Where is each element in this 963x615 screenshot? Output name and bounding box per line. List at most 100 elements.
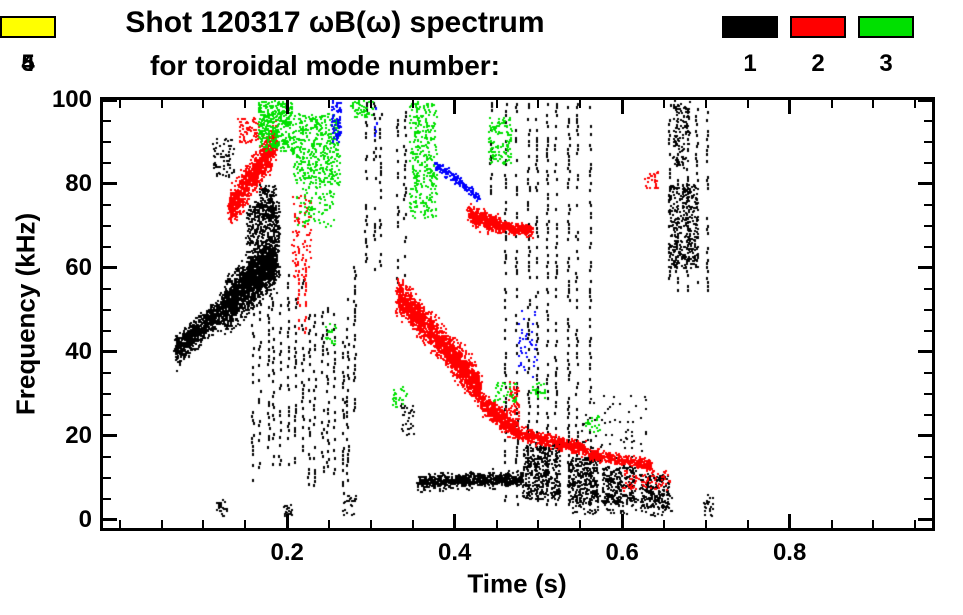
y-minor-tick [103, 455, 111, 458]
x-minor-tick [118, 520, 121, 528]
y-minor-tick [103, 245, 111, 248]
x-minor-tick [495, 520, 498, 528]
y-minor-tick [103, 119, 111, 122]
x-minor-tick [746, 520, 749, 528]
y-tick-label: 20 [65, 421, 92, 449]
y-minor-tick [103, 371, 111, 374]
chart-title-line1: Shot 120317 ωB(ω) spectrum [125, 6, 545, 39]
x-minor-tick [704, 520, 707, 528]
y-major-tick [918, 434, 932, 438]
y-minor-tick [103, 413, 111, 416]
x-minor-tick [411, 100, 414, 108]
y-minor-tick [924, 497, 932, 500]
x-minor-tick [663, 520, 666, 528]
x-tick-label: 0.4 [438, 539, 472, 566]
x-tick-label: 0.8 [772, 539, 807, 566]
y-minor-tick [924, 140, 932, 143]
legend-label-3: 3 [879, 50, 893, 77]
x-minor-tick [746, 100, 749, 108]
x-minor-tick [160, 520, 163, 528]
x-minor-tick [202, 520, 205, 528]
x-minor-tick [328, 100, 331, 108]
x-minor-tick [244, 520, 247, 528]
y-minor-tick [103, 329, 111, 332]
spectrogram-canvas [103, 100, 932, 528]
x-minor-tick [663, 100, 666, 108]
x-minor-tick [495, 100, 498, 108]
y-major-tick [918, 518, 932, 522]
x-minor-tick [537, 520, 540, 528]
x-tick-label: 0.2 [270, 539, 304, 566]
y-tick-label: 100 [51, 86, 92, 113]
y-major-tick [103, 350, 117, 354]
legend-label-4: 4 [21, 50, 35, 77]
legend-swatch-2 [790, 16, 846, 38]
x-major-tick [620, 514, 624, 528]
legend-swatch-3 [858, 16, 914, 38]
y-major-tick [918, 350, 932, 354]
y-major-tick [103, 98, 117, 102]
x-minor-tick [872, 520, 875, 528]
chart-title-line2: for toroidal mode number: [150, 50, 500, 81]
x-minor-tick [118, 100, 121, 108]
y-minor-tick [924, 329, 932, 332]
x-major-tick [788, 514, 792, 528]
x-minor-tick [830, 520, 833, 528]
x-minor-tick [411, 520, 414, 528]
y-major-tick [918, 98, 932, 102]
y-minor-tick [924, 371, 932, 374]
x-minor-tick [704, 100, 707, 108]
legend-item-1: 1 [722, 16, 778, 78]
x-axis-title: Time (s) [467, 568, 567, 599]
x-minor-tick [244, 100, 247, 108]
legend-swatch-5 [0, 16, 56, 38]
x-minor-tick [328, 520, 331, 528]
x-minor-tick [579, 520, 582, 528]
x-major-tick [453, 514, 457, 528]
legend-item-2: 2 [790, 16, 846, 78]
y-minor-tick [103, 161, 111, 164]
x-minor-tick [537, 100, 540, 108]
x-minor-tick [369, 520, 372, 528]
y-tick-label: 80 [65, 169, 92, 197]
x-minor-tick [830, 100, 833, 108]
y-minor-tick [103, 203, 111, 206]
x-minor-tick [872, 100, 875, 108]
y-tick-label: 40 [65, 337, 92, 365]
legend-label-2: 2 [811, 50, 825, 77]
x-major-tick [788, 100, 792, 114]
legend-label-5: 5 [21, 50, 35, 77]
y-minor-tick [924, 224, 932, 227]
y-minor-tick [924, 413, 932, 416]
x-major-tick [285, 100, 289, 114]
x-minor-tick [369, 100, 372, 108]
x-major-tick [285, 514, 289, 528]
x-minor-tick [914, 520, 917, 528]
y-tick-label: 0 [78, 505, 92, 533]
y-minor-tick [924, 119, 932, 122]
y-minor-tick [103, 287, 111, 290]
y-major-tick [918, 266, 932, 270]
y-major-tick [103, 434, 117, 438]
y-minor-tick [924, 455, 932, 458]
y-minor-tick [924, 308, 932, 311]
legend-item-3: 3 [858, 16, 914, 78]
y-tick-label: 60 [65, 253, 92, 281]
x-minor-tick [914, 100, 917, 108]
plot-area [100, 97, 935, 531]
x-minor-tick [160, 100, 163, 108]
y-minor-tick [103, 392, 111, 395]
y-minor-tick [924, 287, 932, 290]
y-minor-tick [924, 203, 932, 206]
y-major-tick [918, 182, 932, 186]
y-major-tick [103, 266, 117, 270]
x-tick-label: 0.6 [605, 539, 639, 566]
y-minor-tick [103, 224, 111, 227]
y-minor-tick [103, 497, 111, 500]
x-major-tick [620, 100, 624, 114]
y-minor-tick [103, 476, 111, 479]
y-minor-tick [103, 140, 111, 143]
x-major-tick [453, 100, 457, 114]
y-minor-tick [924, 392, 932, 395]
